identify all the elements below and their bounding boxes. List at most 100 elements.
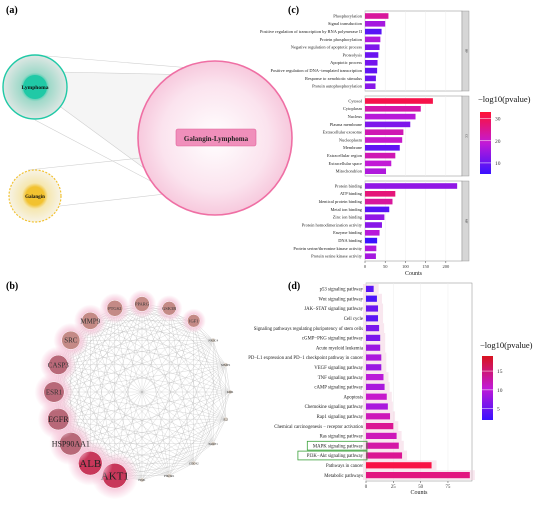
kegg-highlight-box	[306, 440, 368, 451]
venn-panel: (a) Lymphoma Galangin Galangin-Lymphoma	[2, 5, 293, 223]
network-edge	[169, 308, 231, 393]
network-edge	[90, 340, 214, 464]
go-category-label: Negative regulation of apoptotic process	[291, 45, 362, 50]
go-bar	[365, 237, 378, 244]
network-edge	[169, 463, 194, 476]
network-edge	[213, 391, 231, 444]
go-category-label: Nucleus	[348, 114, 363, 119]
kegg-bar	[366, 432, 397, 439]
kegg-bar	[366, 452, 403, 459]
kegg-category-label: Chemical carcinogenesis − receptor activ…	[274, 425, 363, 430]
network-edge	[90, 320, 214, 341]
network-edge	[114, 308, 226, 420]
kegg-bar	[366, 285, 374, 292]
kegg-category-label: MAPK signaling pathway	[313, 444, 364, 449]
kegg-category-label: JAK−STAT signaling pathway	[304, 307, 363, 312]
intersection-box	[175, 128, 257, 147]
go-category-label: Protein serine kinase activity	[311, 254, 363, 259]
kegg-legend-title: −log10(pvalue)	[480, 340, 533, 350]
network-node-label: KDR	[227, 390, 235, 394]
go-category-label: Extracellular region	[327, 153, 363, 158]
go-x-tick-label: 200	[442, 264, 450, 269]
go-category-label: Cytoplasm	[343, 106, 363, 111]
kegg-x-tick-label: 75	[446, 485, 451, 490]
network-edge	[193, 364, 226, 464]
network-edge	[141, 303, 231, 393]
go-facet-strip	[461, 180, 470, 262]
go-bar	[365, 191, 396, 197]
network-node-label: NR3C4	[208, 338, 218, 342]
kegg-category-label: Wnt signaling pathway	[319, 297, 364, 302]
go-bar	[365, 145, 400, 151]
go-category-label: Proteolysis	[342, 52, 362, 57]
go-category-label: Enzyme binding	[333, 230, 363, 235]
go-category-label: ATP binding	[340, 191, 363, 196]
network-node-label: PARP1	[209, 442, 219, 446]
go-category-label: Positive regulation of DNA−templated tra…	[271, 68, 363, 73]
network-node-label: ALB	[79, 458, 101, 470]
go-bar	[365, 253, 376, 259]
ppi-network-panel: (b) AKT1ALBHSP90AA1EGFRESR1CASP3SRCMMP9P…	[6, 281, 235, 500]
network-edge	[141, 303, 226, 420]
go-facet-strip	[461, 95, 470, 177]
kegg-bar	[366, 344, 381, 351]
go-category-label: Protein serine/threonine kinase activity	[293, 246, 362, 251]
go-bar	[365, 13, 389, 19]
network-edge	[141, 303, 226, 365]
go-bar	[365, 113, 416, 120]
kegg-x-tick-label: 25	[391, 485, 396, 490]
network-edge	[141, 320, 194, 481]
go-facet-strip-label: MF	[465, 219, 469, 224]
go-colorbar	[480, 112, 491, 174]
network-edge	[58, 364, 231, 393]
network-node-label: MMP2	[221, 363, 230, 367]
go-bar	[365, 245, 377, 252]
network-edge	[58, 340, 214, 420]
network-edge	[53, 391, 194, 464]
network-edge	[193, 320, 214, 444]
kegg-bar	[366, 315, 379, 322]
go-category-label: Extracellular exosome	[323, 130, 362, 135]
go-category-label: Plasma membrane	[330, 122, 362, 127]
kegg-bar	[366, 364, 382, 371]
network-edge	[141, 340, 214, 481]
go-category-label: Identical protein binding	[319, 199, 363, 204]
kegg-bar	[366, 354, 382, 361]
network-edge	[90, 320, 226, 420]
network-node-pim1: PIM1	[138, 477, 146, 483]
network-edge	[58, 364, 214, 444]
network-node-label: PIK3R1	[164, 474, 175, 478]
go-bar	[365, 28, 382, 35]
network-edge	[114, 308, 194, 464]
network-node-label: PIM1	[138, 478, 146, 482]
network-edge	[141, 303, 170, 476]
network-node-nr3c4: NR3C4	[208, 337, 218, 343]
go-category-label: Extracellular space	[328, 161, 362, 166]
network-edge	[193, 419, 226, 464]
kegg-highlight-box	[297, 450, 368, 461]
network-edge	[70, 340, 231, 393]
go-legend-tick: 10	[495, 161, 501, 167]
kegg-bar	[366, 383, 385, 390]
go-bar	[365, 83, 376, 89]
galangin-label: Galangin	[25, 195, 45, 200]
go-bar	[365, 121, 411, 128]
network-node-label: PPARG	[135, 302, 150, 307]
kegg-bar	[366, 393, 387, 400]
network-edge	[90, 320, 170, 476]
kegg-bar	[366, 423, 394, 430]
kegg-category-label: Rap1 signaling pathway	[317, 415, 364, 420]
network-edge	[53, 391, 214, 444]
go-bar	[365, 206, 390, 213]
go-category-label: Cytosol	[348, 98, 362, 103]
go-category-label: Apoptotic process	[330, 60, 362, 65]
network-edge	[213, 419, 226, 444]
network-edge	[70, 340, 143, 481]
network-edge	[213, 340, 226, 420]
go-legend-tick: 20	[495, 139, 501, 145]
go-x-axis-title: Counts	[405, 271, 423, 277]
network-edge	[90, 320, 231, 393]
kegg-bar	[366, 334, 381, 341]
network-edge	[169, 308, 214, 444]
go-bar	[365, 52, 379, 58]
